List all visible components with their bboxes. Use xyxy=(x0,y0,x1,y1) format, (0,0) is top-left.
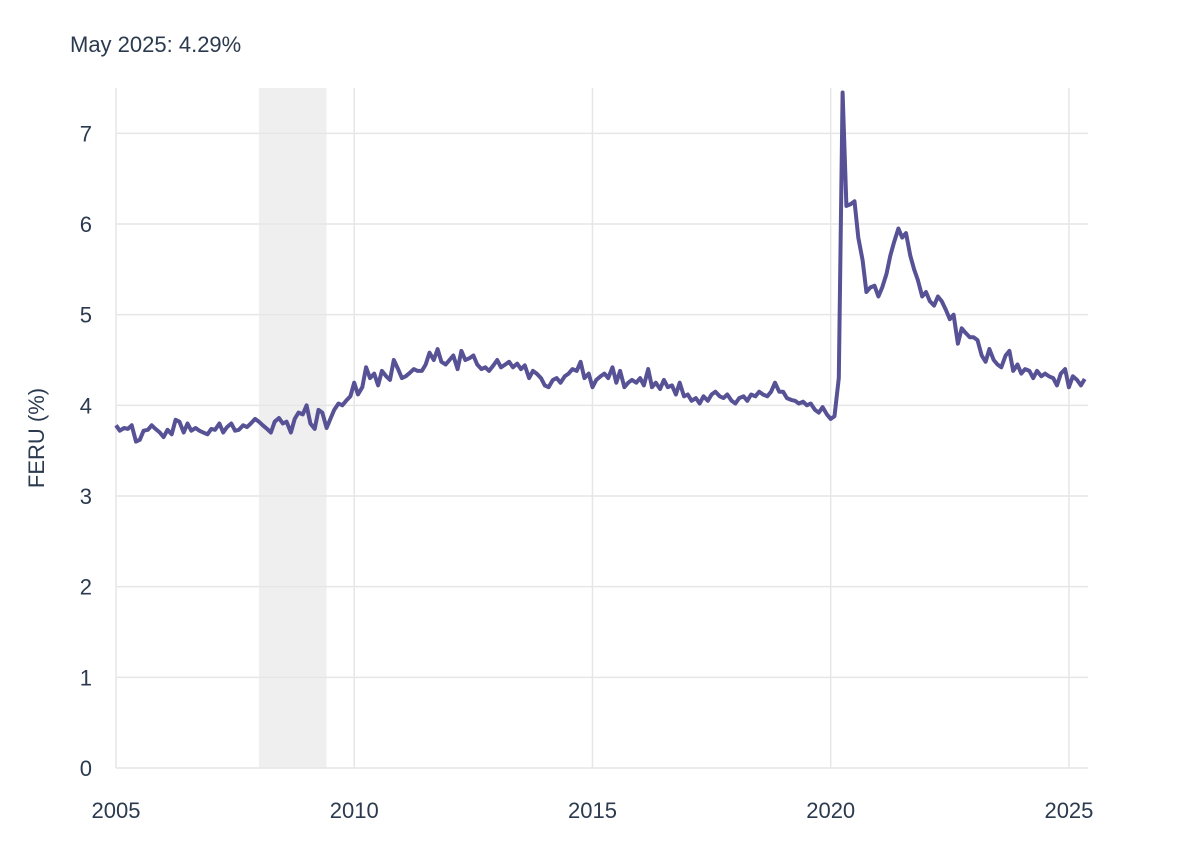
series-layer xyxy=(114,90,1087,444)
y-tick-label: 1 xyxy=(80,665,92,690)
y-tick-label: 7 xyxy=(80,121,92,146)
y-tick-label: 3 xyxy=(80,484,92,509)
series-line xyxy=(114,90,1087,444)
latest-value-annotation: May 2025: 4.29% xyxy=(70,32,242,57)
y-tick-label: 2 xyxy=(80,575,92,600)
axes: 0 1 2 3 4 5 6 7 2005 2010 2015 2020 2025 xyxy=(80,121,1094,823)
x-tick-label: 2005 xyxy=(92,798,141,823)
gridlines xyxy=(115,88,1088,769)
x-tick-label: 2010 xyxy=(330,798,379,823)
y-tick-label: 5 xyxy=(80,303,92,328)
x-tick-label: 2015 xyxy=(568,798,617,823)
y-tick-label: 0 xyxy=(80,756,92,781)
y-axis-label: FERU (%) xyxy=(24,388,49,488)
x-tick-label: 2025 xyxy=(1044,798,1093,823)
y-tick-label: 6 xyxy=(80,212,92,237)
x-tick-label: 2020 xyxy=(806,798,855,823)
y-tick-label: 4 xyxy=(80,393,92,418)
